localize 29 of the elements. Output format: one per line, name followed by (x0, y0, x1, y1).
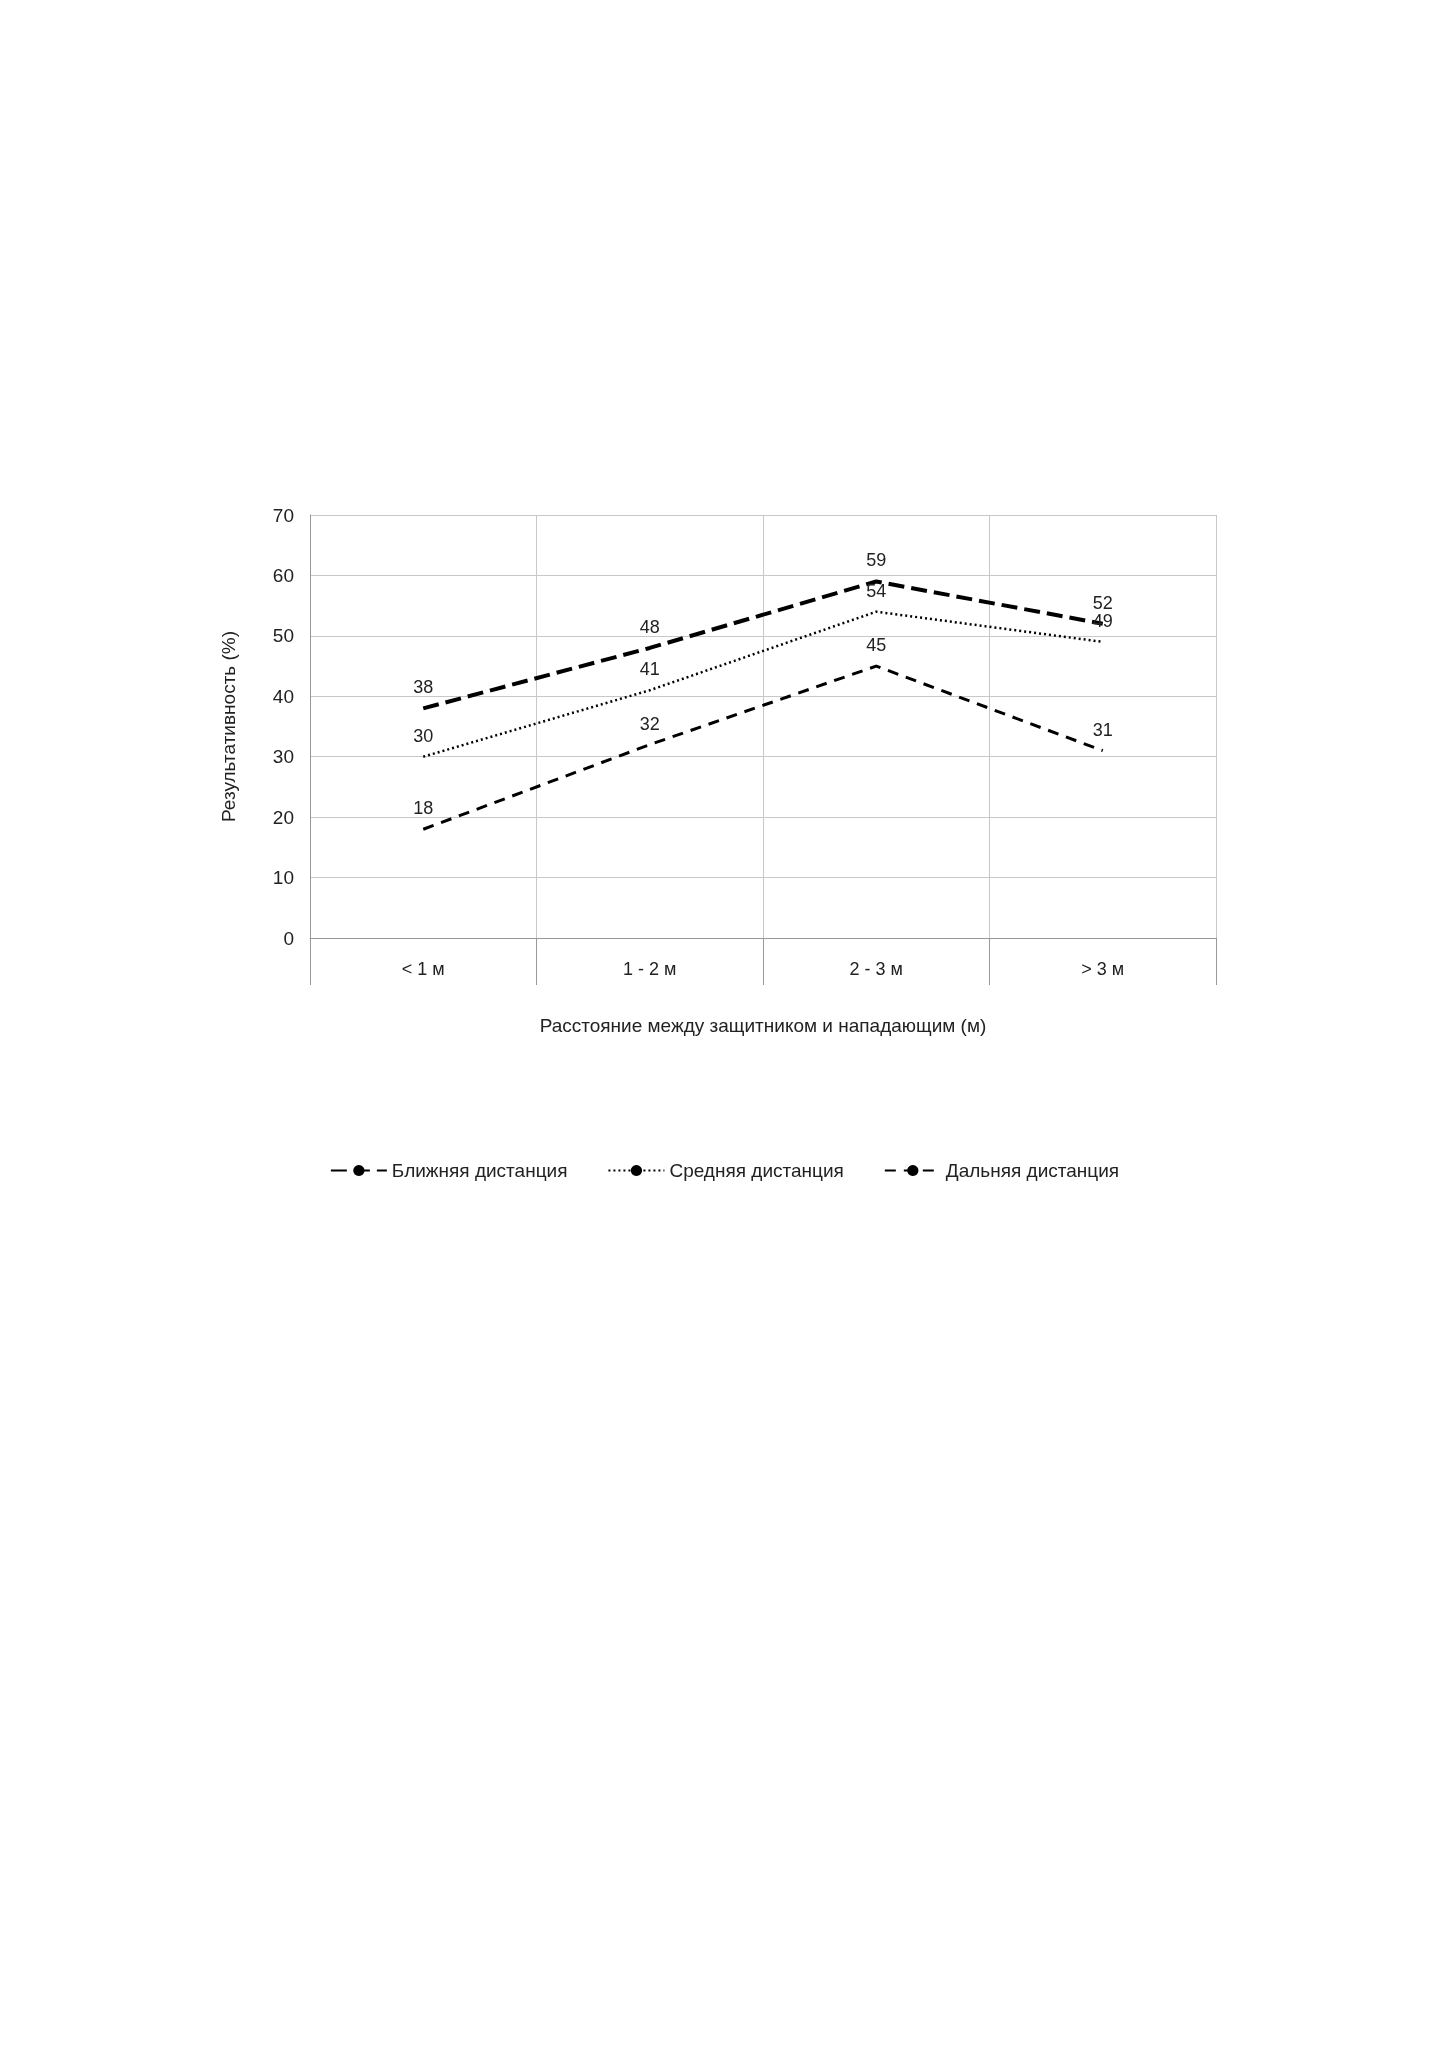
data-label: 45 (866, 635, 887, 656)
x-tick-label: 2 - 3 м (849, 959, 903, 979)
data-label: 30 (413, 725, 434, 746)
y-tick-label: 0 (283, 927, 294, 949)
y-tick-label: 40 (272, 685, 294, 707)
legend-label: Дальняя дистанция (945, 1160, 1120, 1181)
y-tick-label: 30 (272, 746, 294, 768)
y-tick-label: 10 (272, 867, 294, 889)
y-tick-label: 70 (272, 504, 294, 526)
x-tick-label: < 1 м (401, 959, 445, 979)
y-axis-title: Результативность (%) (218, 630, 239, 823)
x-tick-label: > 3 м (1081, 959, 1125, 979)
y-tick-label: 60 (272, 564, 294, 586)
data-label: 38 (413, 677, 434, 698)
data-label: 48 (639, 616, 660, 637)
y-tick-label: 50 (272, 625, 294, 647)
legend-label: Средняя дистанция (669, 1160, 844, 1181)
x-axis-title: Расстояние между защитником и нападающим (м) (539, 1015, 987, 1036)
data-label: 31 (1092, 719, 1113, 740)
data-label: 52 (1092, 592, 1113, 613)
data-label: 41 (639, 659, 660, 680)
data-label: 18 (413, 798, 434, 819)
data-label: 49 (1092, 610, 1113, 631)
x-tick-label: 1 - 2 м (623, 959, 677, 979)
data-label: 32 (639, 713, 660, 734)
data-label: 59 (866, 550, 887, 571)
y-tick-label: 20 (272, 806, 294, 828)
data-label: 54 (866, 580, 887, 601)
legend-label: Ближняя дистанция (391, 1160, 568, 1181)
